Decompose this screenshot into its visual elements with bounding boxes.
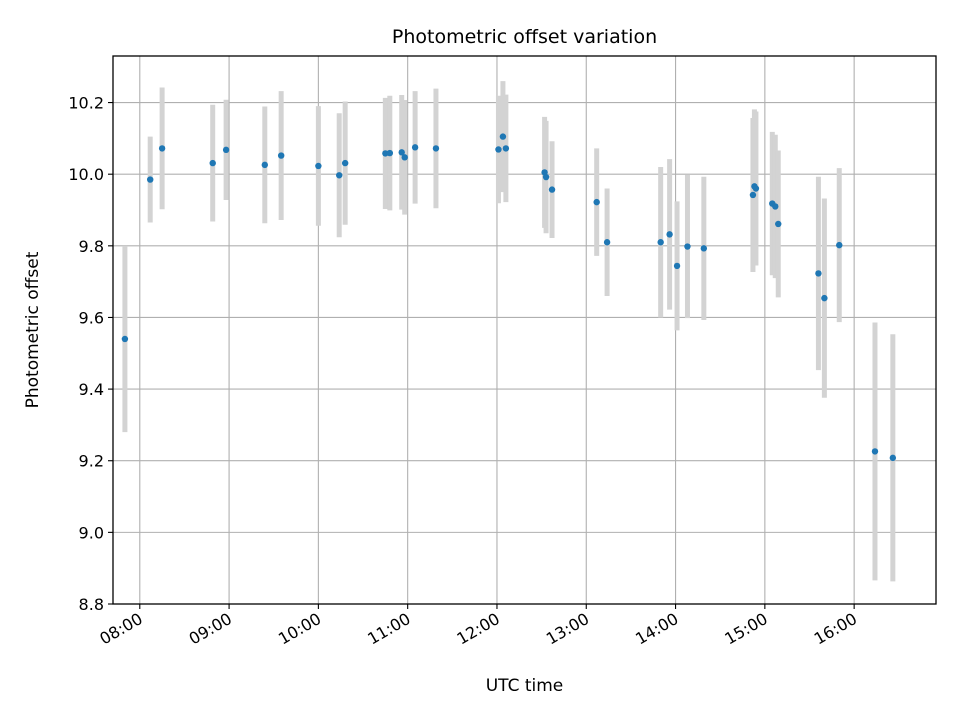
data-point: [593, 198, 600, 206]
data-point: [700, 245, 708, 252]
y-tick-label: 9.0: [79, 523, 104, 542]
y-tick-label: 10.0: [68, 165, 104, 184]
data-point: [398, 149, 405, 156]
y-axis-label: Photometric offset: [23, 251, 43, 408]
data-point: [502, 145, 510, 152]
y-tick-label: 8.8: [79, 595, 104, 614]
data-point: [315, 162, 322, 170]
data-point: [277, 152, 285, 159]
data-point: [684, 243, 691, 250]
plot-frame: [112, 55, 937, 605]
x-axis-label: UTC time: [486, 676, 564, 696]
y-tick-label: 9.6: [79, 308, 104, 327]
data-point: [673, 262, 681, 270]
data-point: [432, 145, 440, 152]
data-point: [752, 185, 760, 192]
data-point: [499, 133, 507, 140]
data-point: [889, 454, 897, 462]
chart-title: Photometric offset variation: [392, 26, 657, 48]
data-point: [871, 448, 879, 455]
y-tick-label: 9.8: [79, 237, 104, 256]
data-point: [261, 161, 269, 169]
y-tick-label: 9.4: [79, 380, 104, 399]
data-point: [222, 146, 230, 154]
data-point: [147, 176, 154, 183]
data-point: [158, 145, 166, 152]
y-tick-label: 10.2: [68, 94, 104, 113]
data-point: [836, 241, 843, 249]
data-point: [666, 231, 673, 238]
data-point: [542, 173, 550, 181]
data-points: [121, 133, 897, 462]
data-point: [336, 172, 343, 179]
data-point: [603, 239, 611, 246]
data-point: [341, 159, 349, 167]
data-point: [775, 220, 782, 228]
data-point: [495, 146, 502, 153]
data-point: [386, 149, 394, 157]
data-point: [401, 154, 408, 161]
data-point: [121, 335, 129, 343]
data-point: [772, 203, 779, 210]
data-point: [749, 191, 757, 199]
data-point: [657, 239, 664, 246]
data-point: [209, 159, 216, 167]
data-point: [548, 186, 556, 193]
data-point: [815, 270, 822, 277]
y-tick-label: 9.2: [79, 452, 104, 471]
data-point: [821, 294, 828, 302]
y-axis-ticks: 8.8 9.0 9.2 9.4 9.6 9.8 10.0 10.2: [68, 94, 113, 614]
data-point: [411, 144, 419, 151]
